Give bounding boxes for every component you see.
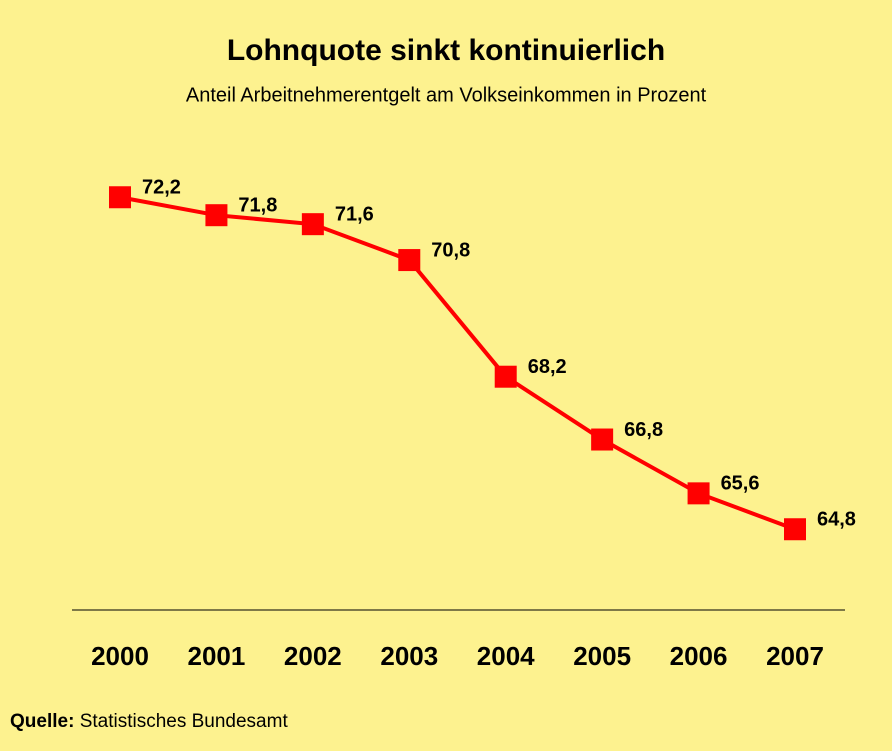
x-tick-label: 2003: [380, 641, 438, 671]
data-label: 71,8: [238, 194, 277, 216]
data-label: 65,6: [721, 473, 760, 495]
x-tick-label: 2007: [766, 641, 824, 671]
x-tick-label: 2005: [573, 641, 631, 671]
x-tick-label: 2006: [670, 641, 728, 671]
source-text: Statistisches Bundesamt: [80, 711, 289, 732]
data-marker: [301, 213, 324, 236]
chart-title: Lohnquote sinkt kontinuierlich: [227, 34, 665, 67]
data-label: 68,2: [528, 356, 567, 378]
x-tick-label: 2000: [91, 641, 149, 671]
x-tick-label: 2001: [188, 641, 246, 671]
data-marker: [109, 186, 131, 209]
data-marker: [687, 482, 710, 505]
data-marker: [205, 204, 228, 227]
data-marker: [398, 249, 421, 272]
x-tick-label: 2002: [284, 641, 342, 671]
data-line: [119, 195, 796, 532]
data-label: 70,8: [431, 239, 470, 261]
source: Quelle: Statistisches Bundesamt: [10, 711, 288, 732]
data-marker: [494, 365, 517, 388]
data-label: 66,8: [624, 419, 663, 441]
x-tick-label: 2004: [477, 641, 535, 671]
data-label: 71,6: [335, 203, 374, 225]
data-marker: [591, 428, 614, 451]
data-label: 72,2: [142, 177, 181, 199]
chart-subtitle: Anteil Arbeitnehmerentgelt am Volkseinko…: [186, 84, 707, 106]
data-marker: [784, 518, 806, 541]
source-label: Quelle:: [10, 711, 74, 732]
data-label: 64,8: [817, 509, 856, 531]
